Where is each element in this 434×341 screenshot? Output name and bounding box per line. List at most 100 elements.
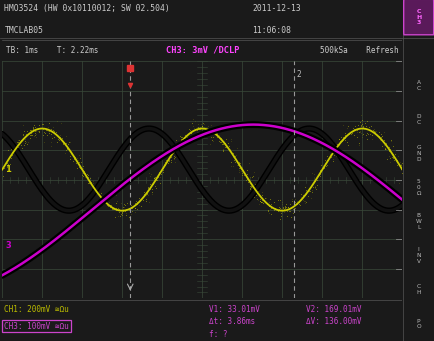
- Point: [287, 214, 294, 220]
- Point: [206, 127, 213, 132]
- Point: [0, 173, 7, 178]
- Point: [70, 158, 77, 164]
- Point: [217, 139, 224, 145]
- Point: [355, 129, 362, 135]
- Point: [45, 130, 52, 136]
- Point: [79, 173, 86, 179]
- Point: [301, 185, 308, 190]
- Point: [30, 124, 36, 130]
- Point: [210, 127, 217, 133]
- Point: [246, 186, 253, 191]
- Point: [184, 136, 191, 142]
- Point: [28, 129, 35, 134]
- Point: [243, 176, 250, 182]
- Point: [263, 208, 270, 214]
- Point: [72, 155, 79, 160]
- Point: [62, 134, 69, 139]
- Point: [238, 165, 245, 170]
- Point: [209, 135, 216, 140]
- Point: [389, 154, 396, 160]
- Point: [36, 129, 43, 134]
- Point: [13, 145, 20, 151]
- Point: [235, 162, 242, 168]
- Point: [30, 133, 37, 138]
- Point: [96, 184, 103, 189]
- Point: [194, 124, 201, 130]
- Point: [232, 158, 239, 163]
- Point: [386, 155, 393, 161]
- Point: [279, 205, 286, 210]
- Point: [256, 197, 263, 202]
- Point: [62, 140, 69, 146]
- Point: [38, 125, 45, 131]
- Point: [9, 149, 16, 155]
- Point: [186, 127, 193, 132]
- Point: [185, 134, 192, 139]
- Point: [128, 205, 135, 211]
- Point: [360, 120, 367, 125]
- Point: [380, 137, 387, 143]
- Point: [194, 128, 201, 133]
- Point: [6, 161, 13, 167]
- Point: [344, 123, 351, 129]
- Point: [230, 157, 237, 163]
- Point: [174, 147, 181, 152]
- Point: [142, 192, 149, 197]
- Point: [376, 134, 383, 139]
- Point: [20, 135, 26, 140]
- Point: [91, 182, 98, 188]
- Point: [397, 166, 404, 172]
- Point: [250, 194, 257, 199]
- Point: [4, 161, 11, 166]
- Point: [392, 160, 399, 165]
- Point: [149, 181, 156, 186]
- Text: A
C: A C: [416, 80, 420, 91]
- Point: [143, 190, 150, 195]
- Point: [126, 208, 133, 214]
- Point: [286, 202, 293, 207]
- Point: [212, 130, 219, 135]
- Point: [299, 192, 306, 197]
- Point: [44, 124, 51, 130]
- Point: [352, 126, 359, 132]
- Point: [331, 150, 338, 155]
- Point: [306, 189, 313, 194]
- Point: [246, 185, 253, 191]
- Point: [110, 207, 117, 212]
- Point: [63, 146, 70, 152]
- Point: [356, 119, 363, 125]
- Point: [178, 134, 184, 140]
- Point: [163, 158, 170, 163]
- Point: [392, 158, 399, 163]
- Point: [198, 123, 205, 129]
- Point: [395, 161, 401, 167]
- Point: [221, 140, 228, 145]
- Point: [294, 201, 301, 207]
- Point: [254, 197, 261, 203]
- Point: [119, 205, 126, 210]
- Point: [274, 209, 281, 214]
- Point: [234, 163, 241, 168]
- Text: 2011-12-13: 2011-12-13: [252, 4, 300, 13]
- Point: [178, 140, 185, 145]
- Point: [19, 122, 26, 128]
- Point: [80, 168, 87, 174]
- Point: [51, 134, 58, 140]
- Point: [290, 196, 297, 202]
- Point: [23, 141, 30, 147]
- Point: [151, 183, 158, 189]
- Text: 500kSa    Refresh: 500kSa Refresh: [319, 46, 398, 55]
- Point: [207, 127, 214, 132]
- Point: [179, 140, 186, 146]
- Point: [356, 130, 363, 136]
- Point: [341, 132, 348, 138]
- Point: [378, 133, 385, 138]
- Point: [334, 145, 341, 150]
- Point: [188, 120, 195, 126]
- Point: [120, 201, 127, 207]
- Point: [333, 144, 340, 150]
- Point: [24, 131, 31, 137]
- Point: [302, 188, 309, 194]
- Point: [247, 184, 254, 190]
- Point: [315, 173, 322, 178]
